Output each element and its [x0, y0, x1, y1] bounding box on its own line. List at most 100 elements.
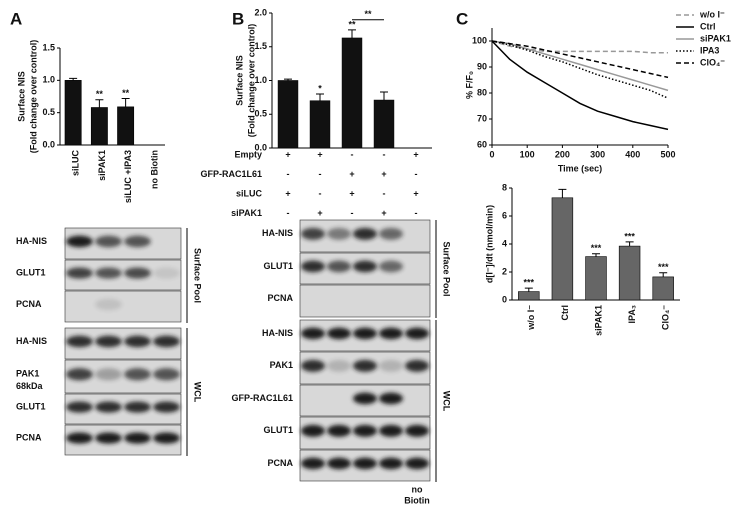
blot-band: [124, 235, 151, 248]
treatment-sign: +: [285, 188, 290, 198]
blot-band: [353, 424, 377, 437]
y-tick-label: 70: [477, 113, 487, 123]
bar: [309, 100, 331, 149]
section-label: WCL: [193, 382, 203, 403]
blot-band: [124, 401, 151, 413]
error-bar: [316, 93, 324, 101]
treatment-label: siPAK1: [231, 208, 262, 218]
error-bar: [380, 91, 388, 101]
blot-row: [64, 290, 182, 323]
blot-label: PCNA: [16, 299, 42, 309]
treatment-sign: -: [383, 188, 386, 198]
x-tick-label: 400: [625, 149, 640, 159]
treatment-label: GFP-RAC1L61: [200, 169, 262, 179]
blot-band: [95, 235, 122, 248]
treatment-sign: -: [415, 169, 418, 179]
significance: **: [364, 9, 372, 19]
legend-label: siPAK1: [700, 33, 731, 43]
blot-band: [405, 359, 429, 372]
blot-band: [353, 227, 377, 240]
treatment-sign: +: [285, 149, 290, 159]
bar: [90, 107, 108, 146]
x-tick-label: Ctrl: [560, 305, 570, 321]
bar: [117, 106, 135, 146]
error-bar: [524, 287, 533, 292]
blot-label: HA-NIS: [16, 336, 47, 346]
blot-band: [66, 335, 93, 348]
blot-band: [379, 327, 403, 340]
treatment-sign: -: [319, 188, 322, 198]
blot-label: GFP-RAC1L61: [231, 393, 293, 403]
treatment-label: siLUC: [236, 188, 263, 198]
blot-band: [353, 260, 377, 273]
x-tick-label: siPAK1: [593, 305, 603, 336]
treatment-sign: -: [415, 208, 418, 218]
y-tick-label: 80: [477, 87, 487, 97]
treatment-sign: +: [349, 188, 354, 198]
blot-band: [124, 432, 151, 444]
blot-band: [301, 327, 325, 340]
blot-label: GLUT1: [16, 267, 46, 277]
error-bar: [659, 272, 668, 277]
blot-band: [66, 432, 93, 444]
y-tick-label: 0.5: [254, 109, 267, 119]
blot-band: [95, 298, 122, 311]
x-tick-label: siLUC +IPA3: [123, 150, 133, 203]
error-bar: [592, 253, 600, 257]
error-bar: [558, 188, 567, 198]
significance: ***: [658, 262, 669, 272]
blot-band: [327, 424, 351, 437]
blot-band: [66, 368, 93, 381]
y-axis-label: Surface NIS: [16, 71, 26, 122]
x-axis-label: Time (sec): [558, 163, 602, 173]
marker-label: 68kDa: [16, 381, 44, 391]
blot-band: [95, 335, 122, 348]
legend-label: Ctrl: [700, 21, 716, 31]
y-tick-label: 1.0: [254, 75, 267, 85]
x-tick-label: 300: [590, 149, 605, 159]
y-tick-label: 1.5: [254, 41, 267, 51]
blot-band: [153, 401, 180, 413]
blot-band: [95, 432, 122, 444]
blot-band: [124, 368, 151, 381]
y-tick-label: 90: [477, 61, 487, 71]
treatment-sign: +: [317, 208, 322, 218]
blot-band: [153, 335, 180, 348]
bar: [373, 99, 395, 149]
blot-band: [327, 327, 351, 340]
blot-band: [124, 335, 151, 348]
bar: [551, 197, 574, 301]
blot-label: GLUT1: [263, 425, 293, 435]
y-tick-label: 1.5: [42, 42, 55, 52]
blot-band: [405, 457, 429, 470]
treatment-sign: +: [381, 208, 386, 218]
line: [491, 40, 669, 92]
blot-band: [301, 260, 325, 273]
blot-label: GLUT1: [16, 401, 46, 411]
bar: [652, 276, 674, 301]
line: [491, 40, 668, 54]
blot-band: [379, 359, 403, 372]
treatment-sign: +: [381, 169, 386, 179]
blot-band: [327, 260, 351, 273]
blot-band: [153, 267, 180, 279]
y-tick-label: 100: [472, 35, 487, 45]
blot-band: [405, 424, 429, 437]
treatment-sign: +: [413, 149, 418, 159]
y-tick-label: 1.0: [42, 75, 55, 85]
no-biotin-label: no: [412, 484, 423, 494]
treatment-sign: -: [319, 169, 322, 179]
y-tick-label: 2: [502, 266, 507, 276]
treatment-sign: +: [349, 169, 354, 179]
x-tick-label: ClO₄⁻: [661, 305, 671, 330]
blot-label: PCNA: [267, 458, 293, 468]
blot-band: [66, 267, 93, 279]
x-tick-label: siLUC: [71, 150, 81, 177]
y-axis-label: d[I⁻]/dt (nmol/min): [484, 205, 494, 283]
blot-band: [327, 227, 351, 240]
panel-label: A: [10, 9, 22, 28]
blot-label: PAK1: [270, 360, 293, 370]
x-tick-label: 200: [555, 149, 570, 159]
section-label: Surface Pool: [442, 241, 452, 296]
